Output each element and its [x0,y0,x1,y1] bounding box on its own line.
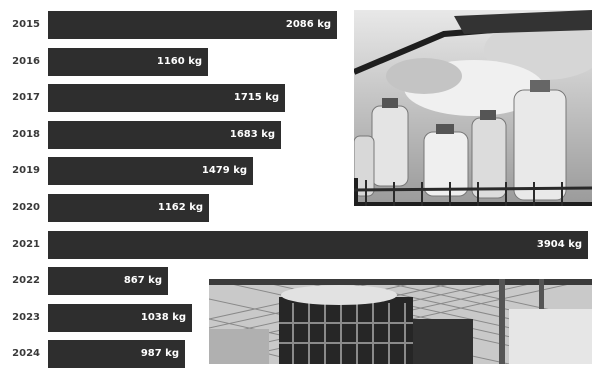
bar-2016: 1160 kg [48,47,208,76]
year-label-2017: 2017 [12,92,40,104]
bar-value-label-2022: 867 kg [123,275,162,287]
bar-value-label-2020: 1162 kg [157,202,203,213]
bar-value-label-2024: 987 kg [140,348,179,360]
bar-2018: 1683 kg [48,120,281,149]
bar-value-label-2023: 1038 kg [140,311,186,323]
bar-value-label-2021: 3904 kg [536,238,582,250]
bar-2024: 987 kg [48,340,185,368]
year-label-2016: 2016 [12,55,40,67]
bar-2023: 1038 kg [48,303,192,332]
bar-2019: 1479 kg [48,157,253,186]
bar-2020: 1162 kg [48,194,209,222]
year-label-2019: 2019 [12,165,40,177]
bar-2017: 1715 kg [48,84,285,113]
year-label-2020: 2020 [12,202,40,213]
year-label-2022: 2022 [12,275,40,287]
year-label-2023: 2023 [12,311,40,323]
bar-value-label-2018: 1683 kg [229,128,275,140]
year-label-2018: 2018 [12,128,40,140]
year-label-2021: 2021 [12,238,40,250]
bar-2021: 3904 kg [48,230,588,259]
stacked-crates-photo [209,279,592,364]
bar-2022: 867 kg [48,267,168,296]
bar-value-label-2017: 1715 kg [233,92,279,104]
bar-value-label-2016: 1160 kg [156,55,202,67]
year-label-2015: 2015 [12,19,40,30]
bar-value-label-2019: 1479 kg [201,165,247,177]
year-label-2024: 2024 [12,348,40,360]
bar-2015: 2086 kg [48,11,337,39]
donation-crates-photo [354,10,592,206]
bar-value-label-2015: 2086 kg [285,19,331,30]
